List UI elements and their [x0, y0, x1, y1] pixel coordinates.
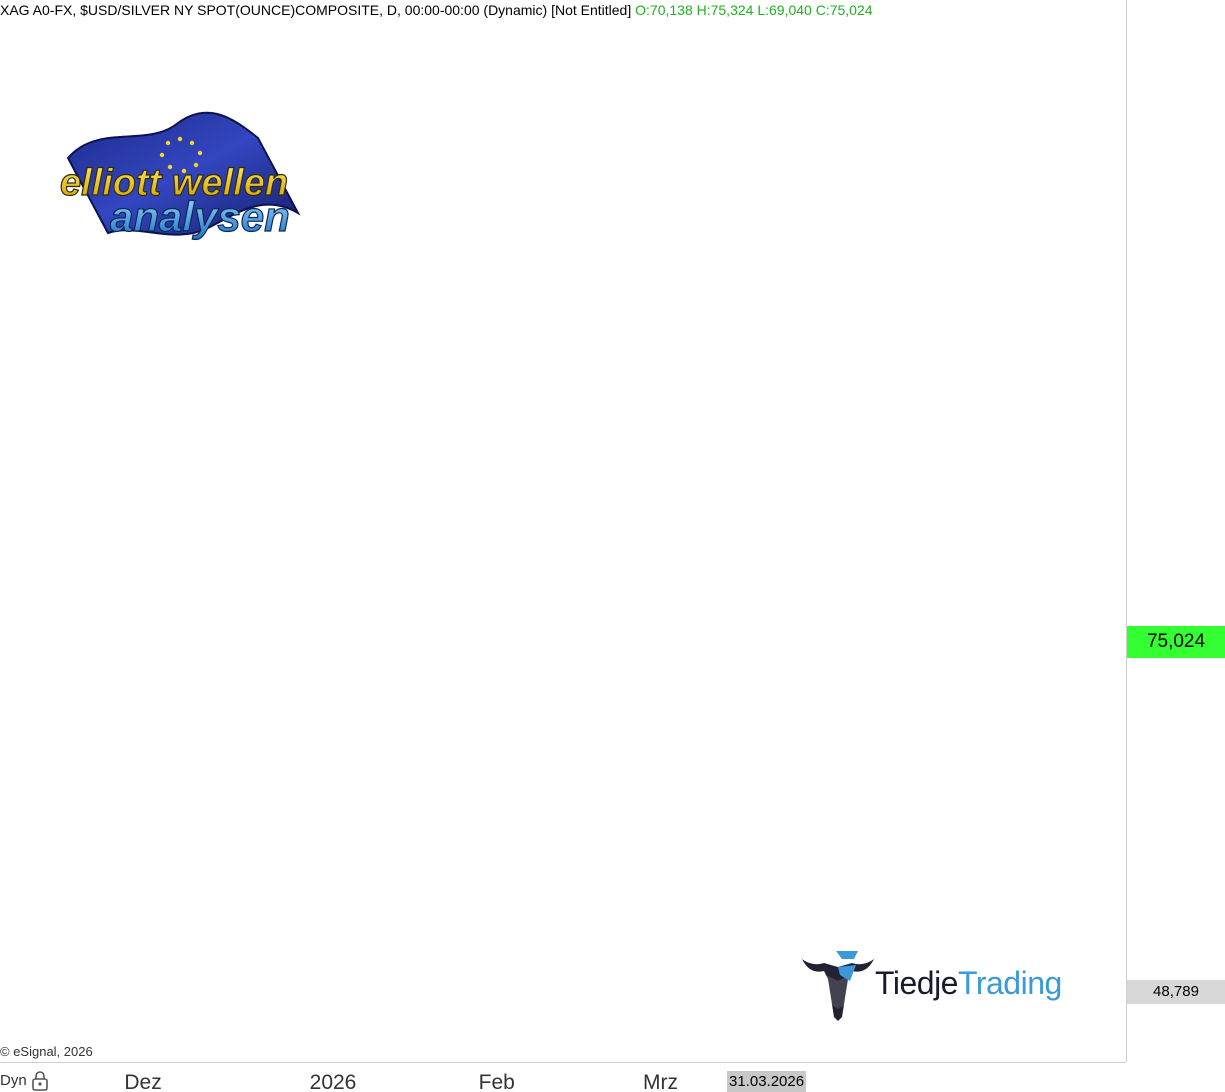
elliott-logo-text-1: elliott wellen: [60, 162, 288, 204]
tiedje-trading-wordmark: TiedjeTrading: [875, 965, 1062, 1002]
ohlc-values: O:70,138 H:75,324 L:69,040 C:75,024: [635, 2, 873, 18]
chart-header: XAG A0-FX, $USD/SILVER NY SPOT(OUNCE)COM…: [0, 2, 873, 18]
trading-text: Trading: [957, 965, 1062, 1001]
mode-label: Dyn: [0, 1071, 27, 1089]
tiedje-text: Tiedje: [875, 965, 958, 1001]
cursor-date-badge: 31.03.2026: [727, 1071, 807, 1092]
last-price-tag: 75,024: [1127, 626, 1225, 658]
time-axis-bg: [0, 1062, 1225, 1092]
dynamic-mode-toggle[interactable]: Dyn: [0, 1071, 49, 1091]
x-tick-label: Dez: [124, 1071, 161, 1092]
tiedje-trading-logo: [798, 945, 1078, 1025]
price-axis: 50,00060,00070,00080,00090,000100,000110…: [1126, 0, 1225, 1062]
elliott-wellen-logo: elliott wellen analysen: [58, 103, 316, 253]
time-axis: Dez 2026 Feb Mrz: [0, 1062, 1225, 1092]
bull-icon: [802, 951, 874, 1021]
chart-title: XAG A0-FX, $USD/SILVER NY SPOT(OUNCE)COM…: [0, 2, 632, 18]
x-tick-label: 2026: [310, 1071, 357, 1092]
x-tick-label: Feb: [479, 1071, 515, 1092]
x-tick-label: Mrz: [643, 1071, 678, 1092]
price-axis-bg: [1127, 0, 1225, 1062]
elliott-logo-text-2: analysen: [110, 193, 290, 240]
reference-price-tag: 48,789: [1127, 980, 1225, 1004]
copyright-text: © eSignal, 2026: [0, 1044, 93, 1059]
lock-icon: [31, 1071, 48, 1091]
